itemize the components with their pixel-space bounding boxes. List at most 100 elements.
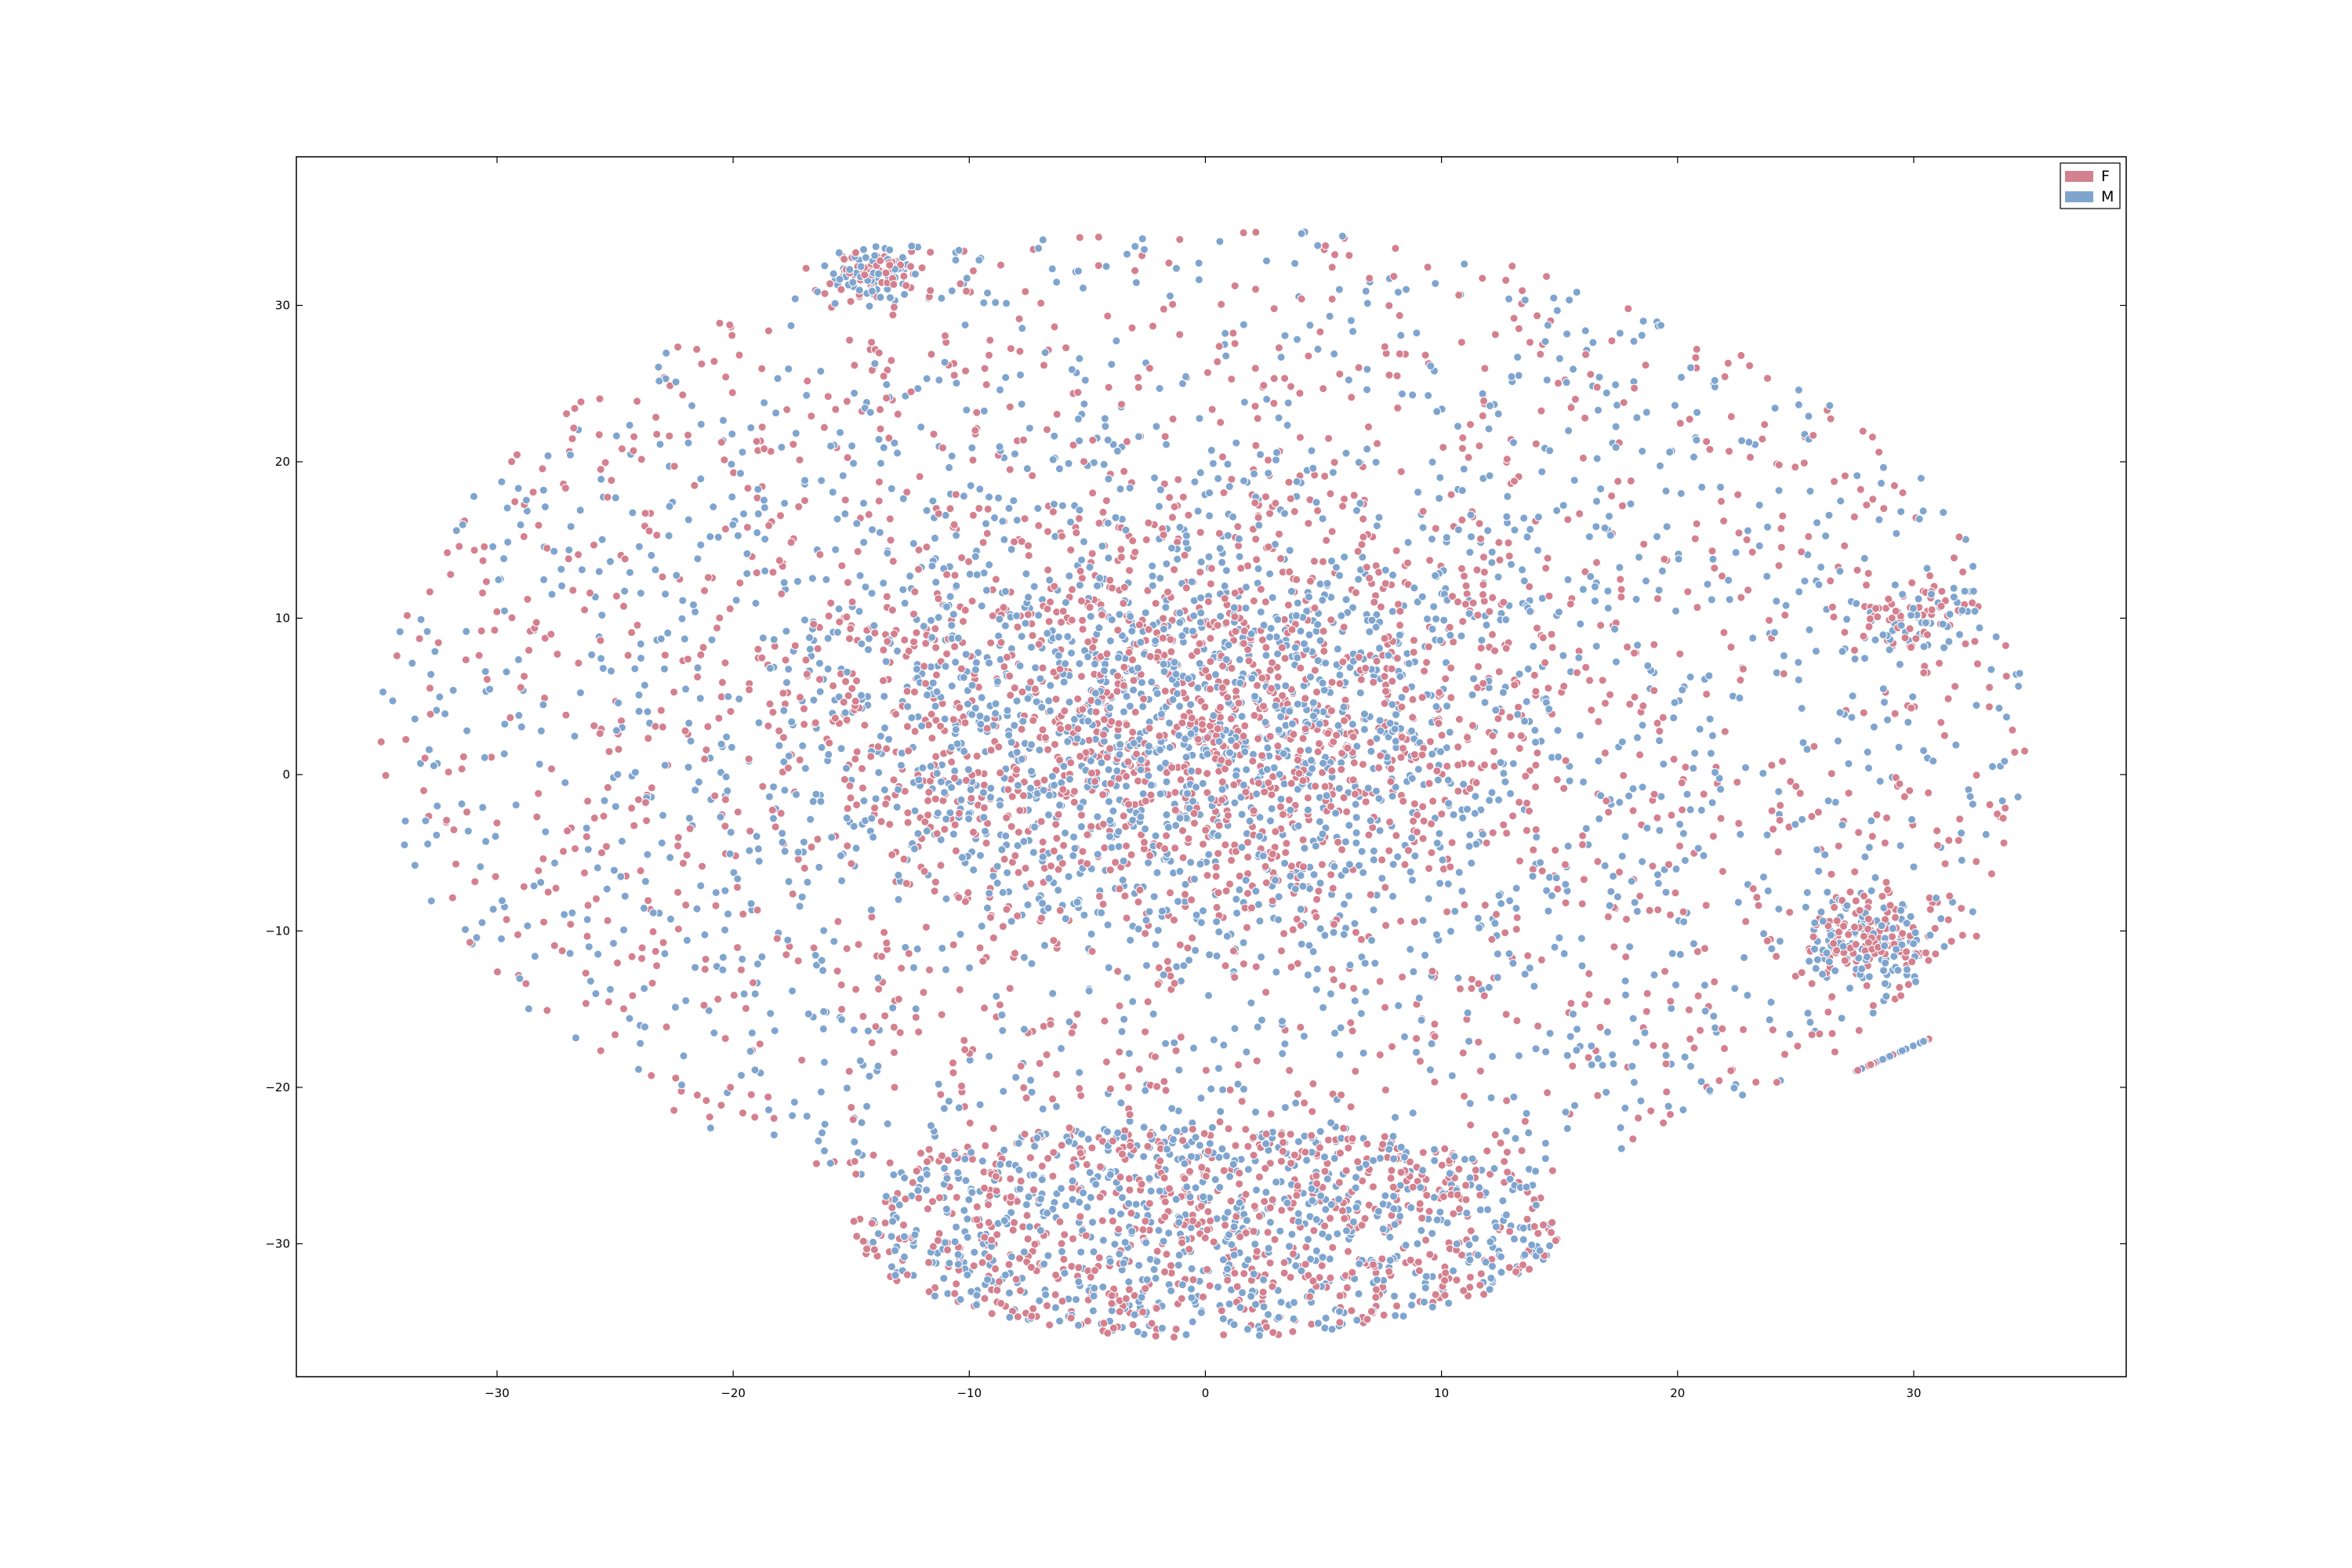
data-point-m xyxy=(1408,876,1417,885)
data-point-m xyxy=(985,492,994,502)
data-point-m xyxy=(1591,597,1599,606)
data-point-f xyxy=(1474,662,1483,671)
data-point-m xyxy=(388,696,397,706)
data-point-f xyxy=(637,954,647,964)
data-point-m xyxy=(1279,749,1288,758)
data-point-m xyxy=(1251,1108,1260,1116)
data-point-f xyxy=(846,793,855,803)
data-point-f xyxy=(1502,455,1512,464)
data-point-f xyxy=(1650,686,1659,695)
data-point-f xyxy=(867,913,877,922)
data-point-f xyxy=(1476,644,1486,653)
data-point-f xyxy=(1035,1058,1044,1068)
data-point-m xyxy=(1642,823,1652,833)
data-point-f xyxy=(1034,521,1044,530)
data-point-f xyxy=(566,920,575,929)
data-point-m xyxy=(1250,691,1259,701)
data-point-f xyxy=(726,1083,735,1092)
data-point-f xyxy=(845,634,854,644)
data-point-m xyxy=(1265,569,1275,579)
data-point-f xyxy=(720,659,730,667)
data-point-m xyxy=(597,474,606,484)
data-point-f xyxy=(1561,756,1570,765)
data-point-f xyxy=(1287,962,1296,971)
data-point-m xyxy=(625,420,634,430)
data-point-m xyxy=(1410,583,1419,593)
data-point-m xyxy=(1305,592,1313,601)
data-point-m xyxy=(818,1128,827,1138)
data-point-f xyxy=(1610,942,1619,952)
data-point-f xyxy=(1490,646,1500,655)
data-point-f xyxy=(1501,644,1511,653)
data-point-f xyxy=(444,768,453,777)
data-point-m xyxy=(836,428,845,437)
data-point-f xyxy=(914,1027,924,1036)
data-point-m xyxy=(1602,1087,1611,1097)
data-point-f xyxy=(507,613,517,622)
data-point-f xyxy=(962,286,971,296)
data-point-m xyxy=(1361,286,1370,296)
data-point-m xyxy=(1112,766,1122,775)
data-point-f xyxy=(1487,935,1497,944)
data-point-m xyxy=(1341,448,1351,458)
data-point-m xyxy=(602,884,612,894)
data-point-f xyxy=(1380,672,1389,681)
data-point-f xyxy=(381,771,390,780)
data-point-m xyxy=(1278,1049,1287,1058)
data-point-f xyxy=(582,832,591,841)
data-point-m xyxy=(1755,500,1764,510)
data-point-f xyxy=(1858,426,1867,436)
data-point-f xyxy=(1693,947,1702,956)
data-point-m xyxy=(1579,777,1588,786)
data-point-m xyxy=(671,377,681,387)
data-point-m xyxy=(1408,390,1417,400)
data-point-m xyxy=(773,374,782,383)
data-point-m xyxy=(497,935,506,943)
data-point-f xyxy=(1737,593,1746,602)
data-point-m xyxy=(1487,547,1497,557)
data-point-f xyxy=(986,746,996,755)
data-point-f xyxy=(673,924,683,934)
data-point-f xyxy=(1828,602,1837,612)
data-point-f xyxy=(844,578,852,587)
data-point-m xyxy=(1611,657,1621,666)
data-point-m xyxy=(815,687,825,696)
data-point-m xyxy=(976,851,985,860)
data-point-m xyxy=(1196,1094,1206,1103)
data-point-m xyxy=(1550,942,1559,952)
data-point-m xyxy=(1075,1068,1084,1077)
data-point-m xyxy=(1762,572,1772,581)
data-point-m xyxy=(1559,651,1568,660)
data-point-m xyxy=(1255,813,1265,822)
data-point-f xyxy=(764,721,773,731)
data-point-m xyxy=(1700,981,1709,990)
data-point-m xyxy=(1040,348,1050,358)
data-point-f xyxy=(1968,598,1977,608)
data-point-m xyxy=(1875,515,1884,524)
data-point-f xyxy=(1122,913,1131,923)
data-point-f xyxy=(1007,822,1016,831)
data-point-f xyxy=(1295,389,1305,398)
data-point-f xyxy=(1742,535,1751,544)
data-point-m xyxy=(1374,794,1384,804)
data-point-m xyxy=(1653,879,1663,888)
data-point-f xyxy=(1058,532,1067,541)
data-point-f xyxy=(968,510,978,520)
data-point-f xyxy=(1418,506,1428,516)
data-point-m xyxy=(1969,586,1978,596)
data-point-f xyxy=(1078,847,1087,856)
data-point-f xyxy=(580,868,589,877)
data-point-m xyxy=(1036,674,1045,684)
data-point-f xyxy=(452,859,460,869)
data-point-f xyxy=(1566,403,1576,412)
data-point-m xyxy=(1475,923,1484,932)
data-point-m xyxy=(1577,961,1587,971)
data-point-f xyxy=(1467,975,1476,984)
data-point-f xyxy=(613,958,622,967)
data-point-m xyxy=(898,585,908,594)
data-point-f xyxy=(1038,663,1047,673)
data-point-f xyxy=(1726,412,1736,421)
data-point-f xyxy=(1269,398,1279,408)
data-point-f xyxy=(1264,543,1273,552)
data-point-m xyxy=(1525,964,1534,973)
